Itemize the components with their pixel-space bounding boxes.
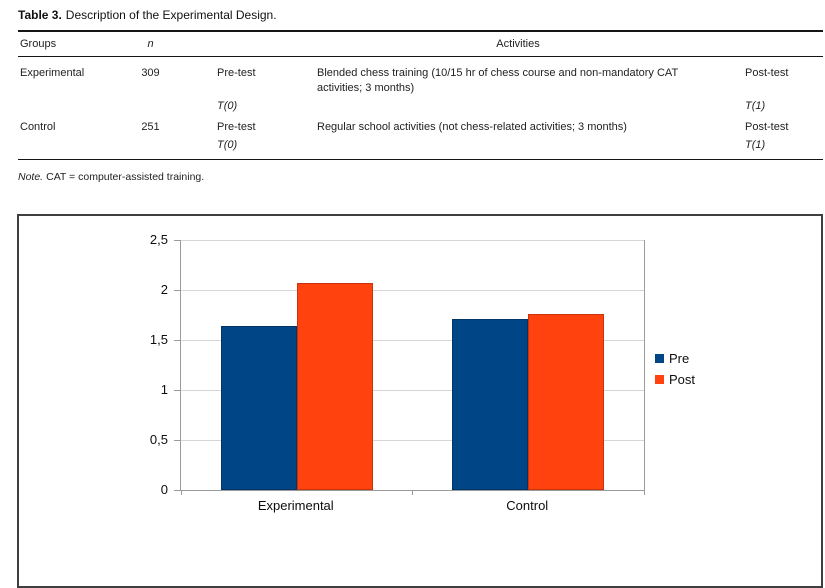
x-axis-tick [643,490,645,495]
plot-area [174,239,645,495]
pre-time-cell: T(0) [217,100,238,112]
x-axis-label-experimental: Experimental [257,498,334,513]
y-axis-tick [174,439,181,441]
grid-line [181,339,644,341]
col-header-activities: Activities [298,30,738,57]
y-axis-tick-label: 2,5 [149,232,168,247]
activities-text: Blended chess training (10/15 hr of ches… [317,67,678,94]
experimental-design-table: Groups n Activities Experimental 309 Pre… [18,30,823,160]
post-test-cell: Post-test [745,67,789,79]
x-axis-label-control: Control [506,498,549,513]
col-header-n: n [123,30,178,57]
grid-line [181,389,644,391]
table-header-row: Groups n Activities [18,30,823,57]
post-time-cell: T(1) [745,100,766,112]
grid-line [181,439,644,441]
y-axis-tick-label: 2 [160,282,168,297]
pre-time-cell: T(0) [178,135,298,160]
y-axis-tick [174,339,181,341]
y-axis-tick-label: 1,5 [149,332,168,347]
bar-pre-control [452,319,529,490]
legend-swatch-post [655,375,664,384]
col-header-groups: Groups [18,30,123,57]
chart-figure: Pre Post 0 0,5 1 1,5 2 2,5 Experimental Control [17,214,823,588]
col-header-phase-pre [178,30,298,57]
col-header-phase-post [738,30,823,57]
chart-legend: Pre Post [655,351,695,387]
y-axis-tick [174,239,181,241]
table-title-text: Description of the Experimental Design. [65,8,277,22]
y-axis-tick [174,389,181,391]
pre-test-cell: Pre-test [217,121,256,133]
x-axis-tick [180,490,182,495]
legend-label: Pre [669,351,690,366]
legend-label: Post [669,372,696,387]
legend-item-post: Post [655,372,695,387]
group-cell: Control [20,121,56,133]
group-cell: Experimental [20,67,85,79]
activities-cell: Blended chess training (10/15 hr of ches… [298,57,738,97]
y-axis-tick-label: 0,5 [149,432,168,447]
note-text: CAT = computer-assisted training. [46,171,205,183]
legend-swatch-pre [655,354,664,363]
n-cell: 309 [141,67,160,79]
post-time-cell: T(1) [738,135,823,160]
post-test-cell: Post-test [745,121,789,133]
grid-line [181,289,644,291]
bar-pre-experimental [220,326,297,490]
table-row-control-times: T(0) T(1) [18,135,823,160]
y-axis-tick [174,489,181,491]
n-cell: 251 [141,121,160,133]
table-title-label: Table 3. [18,8,62,22]
table-row-experimental: Experimental 309 Pre-test Blended chess … [18,57,823,97]
table-note: Note. CAT = computer-assisted training. [18,171,823,184]
pre-test-cell: Pre-test [217,67,256,79]
table-row-control: Control 251 Pre-test Regular school acti… [18,114,823,135]
bar-post-experimental [296,283,373,490]
grid-line [181,239,644,241]
y-axis-tick [174,289,181,291]
x-axis-tick [412,490,413,495]
activities-cell: Regular school activities (not chess-rel… [298,114,738,135]
note-label: Note. [18,171,44,183]
y-axis-tick-label: 1 [160,382,168,397]
y-axis-tick-label: 0 [160,482,168,497]
table-row-experimental-times: T(0) T(1) [18,96,823,114]
table-title: Table 3. Description of the Experimental … [18,8,823,22]
table-3-section: Table 3. Description of the Experimental … [18,8,823,184]
bar-post-control [528,314,605,490]
legend-item-pre: Pre [655,351,695,366]
activities-text: Regular school activities (not chess-rel… [317,121,627,133]
